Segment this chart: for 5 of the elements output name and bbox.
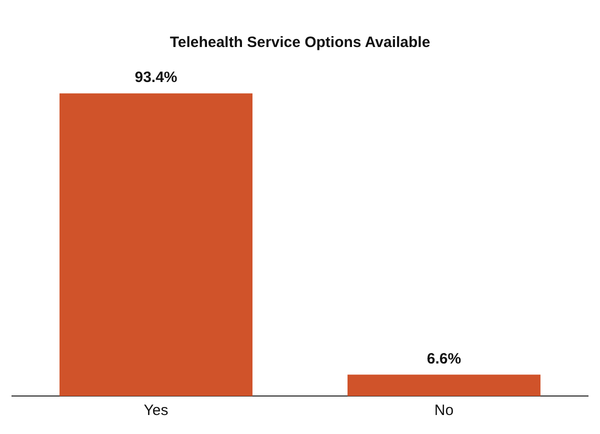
chart-title: Telehealth Service Options Available [170, 34, 430, 52]
x-tick-label: No [434, 402, 454, 420]
data-label: 6.6% [426, 350, 462, 368]
x-tick-label: Yes [144, 402, 168, 420]
data-label: 93.4% [134, 69, 178, 86]
